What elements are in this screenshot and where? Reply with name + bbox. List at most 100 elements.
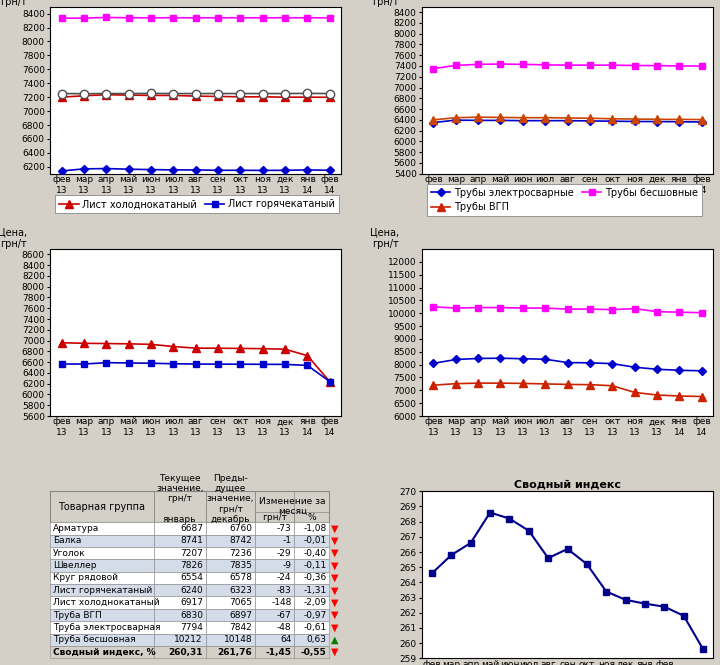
Text: 7207: 7207 <box>180 549 203 558</box>
Line: Швеллер: Швеллер <box>58 89 334 98</box>
Трубы ВГП <box>608 382 616 390</box>
Круг рядовой <box>518 114 527 122</box>
Text: -1: -1 <box>282 536 292 545</box>
Арматура <box>303 166 312 174</box>
Bar <box>50 559 153 572</box>
Швеллер <box>236 90 245 98</box>
Полоса <box>541 61 549 69</box>
Лист холоднокатаный <box>214 344 222 352</box>
Полоса <box>429 65 438 72</box>
Трубы электросварные <box>451 356 460 364</box>
Полоса <box>697 62 706 70</box>
Text: -0,36: -0,36 <box>303 573 326 583</box>
Арматура <box>58 167 66 175</box>
Круг рядовой <box>630 115 639 123</box>
Катанка <box>585 117 594 125</box>
Bar <box>255 646 294 658</box>
Швеллер <box>102 90 111 98</box>
Text: -0,55: -0,55 <box>301 648 326 656</box>
Text: ▼: ▼ <box>331 622 339 632</box>
Лист горячекатаный <box>258 360 267 368</box>
Bar <box>255 621 294 634</box>
Уголок <box>102 90 111 98</box>
Лист горячекатаный <box>192 360 200 368</box>
Bar <box>206 547 255 559</box>
Bar <box>50 522 153 535</box>
Text: ▲: ▲ <box>331 635 339 645</box>
Bar <box>294 559 329 572</box>
Y-axis label: Цена,
грн/т: Цена, грн/т <box>0 0 27 7</box>
Лист горячекатаный <box>80 360 89 368</box>
Катанка <box>630 118 639 126</box>
Швеллер <box>125 90 133 98</box>
Text: -73: -73 <box>276 524 292 533</box>
Круг рядовой <box>496 114 505 122</box>
Трубы ВГП <box>541 380 549 388</box>
Балка двутавровая <box>80 14 89 22</box>
Text: 6687: 6687 <box>180 524 203 533</box>
Text: Труба бесшовная: Труба бесшовная <box>53 635 135 644</box>
Text: 7835: 7835 <box>229 561 252 570</box>
Text: ▼: ▼ <box>331 585 339 595</box>
Балка двутавровая <box>102 13 111 21</box>
Bar <box>294 646 329 658</box>
Text: -1,08: -1,08 <box>303 524 326 533</box>
Bar <box>255 522 294 535</box>
Трубы бесшовные <box>652 308 661 316</box>
Bar <box>294 584 329 597</box>
Балка двутавровая <box>325 14 334 22</box>
Text: -29: -29 <box>277 549 292 558</box>
Трубы электросварные <box>474 354 482 362</box>
Text: 6917: 6917 <box>180 598 203 607</box>
Катанка <box>518 116 527 124</box>
Трубы ВГП <box>451 380 460 388</box>
Трубы бесшовные <box>496 304 505 312</box>
Bar <box>206 634 255 646</box>
Балка двутавровая <box>147 14 156 22</box>
Bar <box>153 559 206 572</box>
Балка двутавровая <box>258 14 267 22</box>
Уголок <box>258 93 267 101</box>
Катанка <box>451 116 460 124</box>
Круг рядовой <box>675 116 683 124</box>
Bar <box>294 535 329 547</box>
Трубы бесшовные <box>563 305 572 313</box>
Лист холоднокатаный <box>80 339 89 347</box>
Line: Круг рядовой: Круг рядовой <box>429 113 706 124</box>
Text: Труба ВГП: Труба ВГП <box>53 610 102 620</box>
Полоса <box>563 61 572 69</box>
Bar <box>206 621 255 634</box>
Круг рядовой <box>474 113 482 121</box>
Text: ▼: ▼ <box>331 647 339 657</box>
Уголок <box>214 92 222 100</box>
Title: Сводный индекс: Сводный индекс <box>514 479 621 489</box>
Line: Полоса: Полоса <box>430 61 705 72</box>
Bar <box>294 634 329 646</box>
Text: -2,09: -2,09 <box>303 598 326 607</box>
Трубы бесшовные <box>429 303 438 311</box>
Круг рядовой <box>541 114 549 122</box>
Bar <box>255 547 294 559</box>
Text: Лист холоднокатаный: Лист холоднокатаный <box>53 598 159 607</box>
Катанка <box>675 118 683 126</box>
Круг рядовой <box>585 114 594 122</box>
Bar <box>50 547 153 559</box>
Уголок <box>80 92 89 100</box>
Уголок <box>125 91 133 99</box>
Трубы электросварные <box>563 358 572 366</box>
Балка двутавровая <box>303 14 312 22</box>
Арматура <box>214 166 222 174</box>
Швеллер <box>325 90 334 98</box>
Лист холоднокатаный <box>281 345 289 353</box>
Bar <box>153 597 206 609</box>
Трубы электросварные <box>518 354 527 362</box>
Legend: Лист холоднокатаный, Лист горячекатаный: Лист холоднокатаный, Лист горячекатаный <box>55 196 339 213</box>
Bar <box>294 609 329 621</box>
Лист горячекатаный <box>125 359 133 367</box>
Text: -148: -148 <box>271 598 292 607</box>
Line: Арматура: Арматура <box>59 166 333 174</box>
Bar <box>153 609 206 621</box>
Text: 7065: 7065 <box>229 598 252 607</box>
Text: 6323: 6323 <box>230 586 252 595</box>
Лист горячекатаный <box>236 360 245 368</box>
